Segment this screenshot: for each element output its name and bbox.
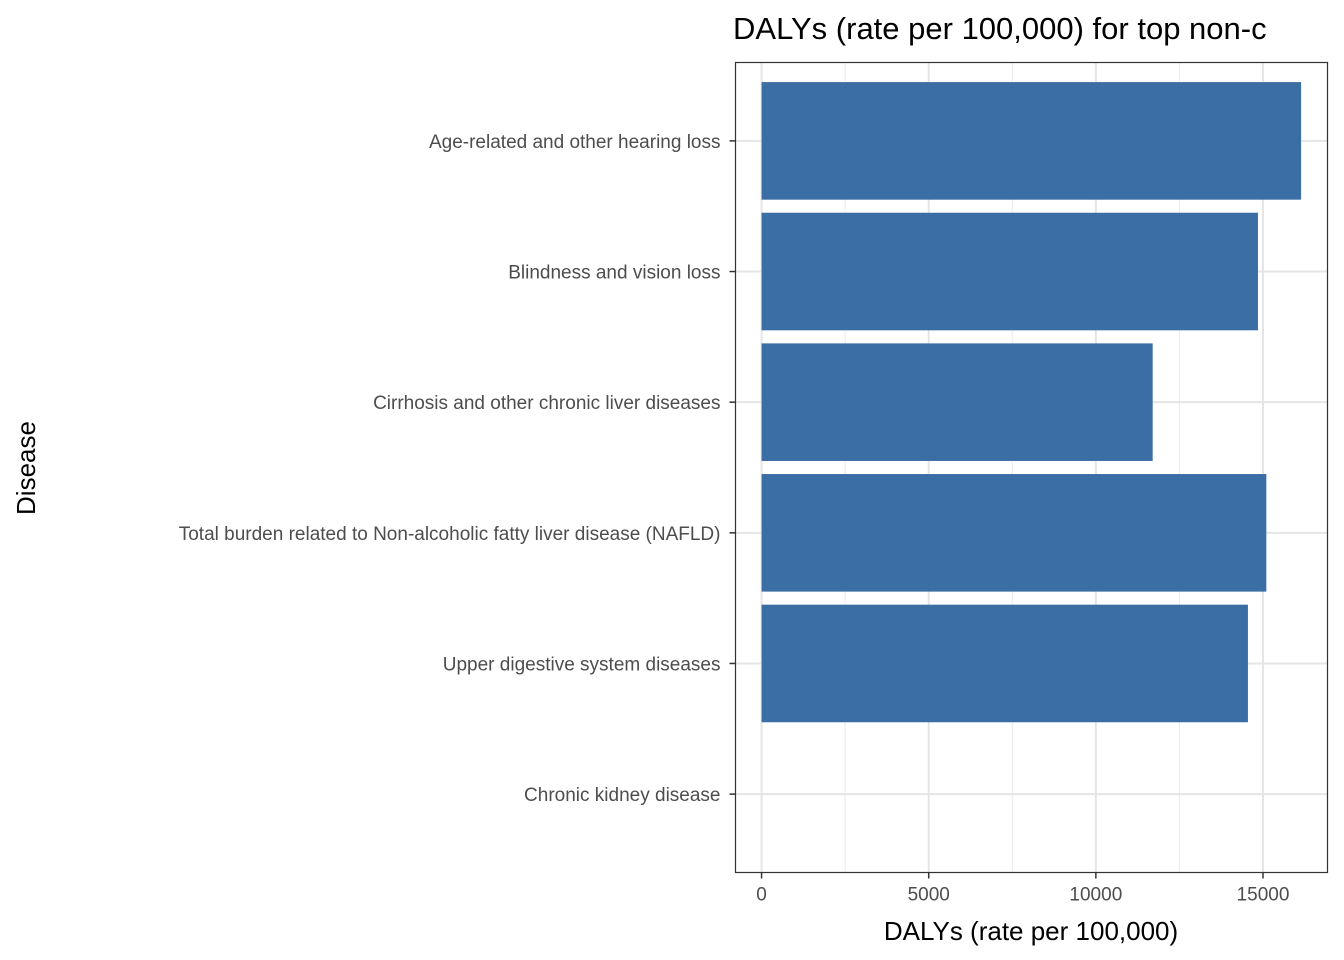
y-tick-label: Age-related and other hearing loss: [429, 132, 721, 153]
y-axis: Age-related and other hearing loss Blindn…: [179, 132, 736, 806]
x-tick-label: 15000: [1237, 885, 1290, 906]
y-tick-label: Cirrhosis and other chronic liver diseas…: [373, 393, 720, 414]
y-tick-label: Upper digestive system diseases: [443, 654, 721, 675]
chart-title: DALYs (rate per 100,000) for top non-c: [733, 11, 1267, 46]
x-tick-label: 0: [756, 885, 767, 906]
plot-panel-border: [734, 61, 1329, 874]
y-axis-label: Disease: [11, 421, 41, 515]
y-tick-label: Blindness and vision loss: [508, 263, 720, 284]
x-tick-label: 10000: [1069, 885, 1122, 906]
x-axis-label: DALYs (rate per 100,000): [884, 916, 1178, 946]
bar: [761, 474, 1267, 592]
x-axis: 0 5000 10000 15000: [756, 872, 1290, 906]
bar: [761, 82, 1302, 200]
bar: [761, 343, 1153, 461]
bar: [761, 212, 1258, 331]
bars: [761, 82, 1302, 723]
bar: [761, 604, 1248, 723]
x-tick-label: 5000: [908, 885, 950, 906]
y-tick-label: Chronic kidney disease: [524, 785, 720, 806]
y-tick-label: Total burden related to Non-alcoholic fa…: [179, 524, 721, 545]
